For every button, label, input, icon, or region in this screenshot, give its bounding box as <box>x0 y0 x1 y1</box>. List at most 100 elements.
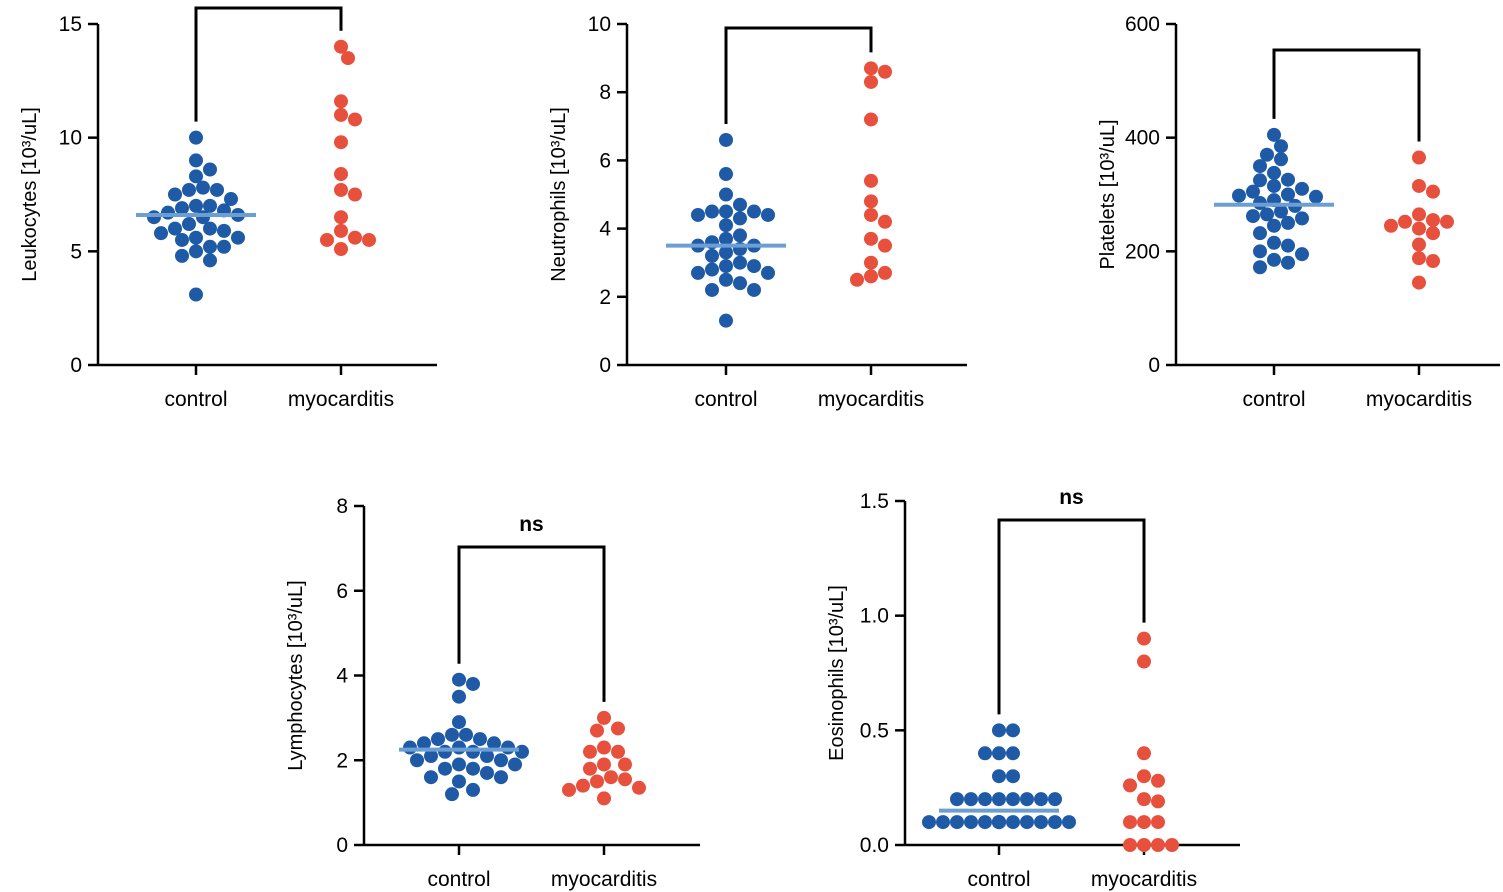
myocarditis-point <box>1123 838 1137 852</box>
control-point <box>733 255 747 270</box>
x-tick-label-control: control <box>164 388 227 411</box>
myocarditis-point <box>334 242 348 257</box>
control-point <box>1295 181 1309 196</box>
control-point <box>417 736 431 751</box>
control-point <box>1260 207 1274 222</box>
control-point <box>203 239 217 254</box>
control-point <box>508 757 522 772</box>
control-point <box>1267 235 1281 250</box>
control-point <box>950 815 964 830</box>
control-point <box>922 815 936 830</box>
y-tick-label: 0 <box>1148 354 1160 377</box>
myocarditis-point <box>348 112 362 127</box>
control-point <box>1274 139 1288 154</box>
myocarditis-point <box>864 173 878 188</box>
myocarditis-point <box>334 210 348 225</box>
myocarditis-point <box>1412 275 1426 290</box>
myocarditis-point <box>864 255 878 270</box>
control-point <box>747 204 761 219</box>
control-point <box>480 765 494 780</box>
control-point <box>168 187 182 202</box>
myocarditis-point <box>590 723 604 738</box>
control-point <box>217 239 231 254</box>
control-point <box>1232 188 1246 203</box>
control-point <box>747 259 761 274</box>
control-point <box>1281 255 1295 270</box>
control-point <box>424 749 438 764</box>
control-point <box>719 167 733 182</box>
y-tick-label: 10 <box>588 13 611 36</box>
control-point <box>168 221 182 236</box>
control-point <box>1274 204 1288 219</box>
myocarditis-point <box>618 772 632 787</box>
control-point <box>1020 815 1034 830</box>
control-point <box>189 198 203 213</box>
control-point <box>1274 152 1288 167</box>
y-tick-label: 600 <box>1125 13 1160 36</box>
control-point <box>161 205 175 220</box>
myocarditis-point <box>1137 815 1151 830</box>
myocarditis-point <box>1412 221 1426 236</box>
myocarditis-point <box>1426 184 1440 199</box>
y-tick-label: 0 <box>336 834 348 857</box>
myocarditis-point <box>334 107 348 122</box>
myocarditis-point <box>878 238 892 253</box>
myocarditis-point <box>1398 214 1412 229</box>
myocarditis-point <box>362 232 376 247</box>
y-tick-label: 0.5 <box>860 719 889 742</box>
control-point <box>189 230 203 245</box>
control-point <box>733 197 747 212</box>
significance-bracket <box>1272 48 1421 142</box>
myocarditis-point <box>1137 792 1151 807</box>
y-tick-label: 2 <box>336 749 348 772</box>
control-point <box>1006 769 1020 784</box>
control-point <box>189 287 203 302</box>
control-point <box>978 815 992 830</box>
myocarditis-point <box>1151 838 1165 852</box>
control-point <box>445 727 459 742</box>
y-axis-label: Platelets [10³/uL] <box>1097 119 1119 269</box>
control-point <box>452 774 466 789</box>
control-point <box>494 770 508 785</box>
myocarditis-point <box>1151 794 1165 809</box>
myocarditis-point <box>348 230 362 245</box>
myocarditis-point <box>1384 218 1398 233</box>
control-point <box>733 228 747 243</box>
control-point <box>1309 189 1323 204</box>
control-point <box>154 226 168 241</box>
control-point <box>705 282 719 297</box>
panel-1: 0 5 10 15 control myocarditis Leukocytes [10³/… <box>19 6 437 411</box>
myocarditis-point <box>583 761 597 776</box>
control-point <box>494 753 508 768</box>
control-point <box>1006 792 1020 807</box>
control-point <box>1267 127 1281 142</box>
y-tick-label: 15 <box>59 13 82 36</box>
control-point <box>978 746 992 761</box>
control-point <box>466 676 480 691</box>
significance-bracket <box>194 6 343 122</box>
y-axis-label: Neutrophils [10³/uL] <box>548 107 570 282</box>
control-point <box>224 192 238 207</box>
myocarditis-point <box>1123 815 1137 830</box>
control-point <box>719 245 733 260</box>
myocarditis-point <box>1165 838 1179 852</box>
control-point <box>210 182 224 197</box>
y-tick-label: 400 <box>1125 127 1160 150</box>
control-point <box>1253 260 1267 275</box>
control-point <box>719 218 733 233</box>
control-point <box>438 761 452 776</box>
control-point <box>719 272 733 287</box>
control-point <box>175 232 189 247</box>
control-point <box>1253 173 1267 188</box>
myocarditis-point <box>334 135 348 150</box>
control-point <box>445 787 459 802</box>
myocarditis-point <box>334 94 348 109</box>
myocarditis-point <box>864 74 878 89</box>
control-point <box>217 223 231 238</box>
control-point <box>452 757 466 772</box>
y-tick-label: 10 <box>59 127 82 150</box>
control-point <box>978 792 992 807</box>
control-point <box>992 723 1006 738</box>
control-point <box>1006 746 1020 761</box>
control-point <box>1246 209 1260 224</box>
